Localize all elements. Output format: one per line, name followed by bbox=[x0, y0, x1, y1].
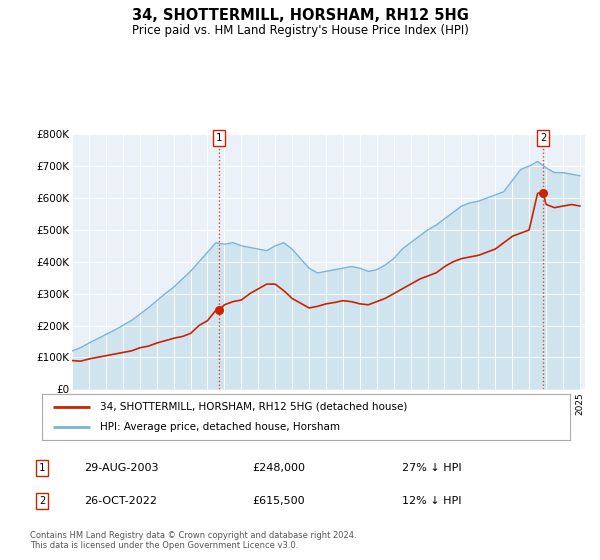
Text: 2: 2 bbox=[540, 133, 547, 143]
Text: 34, SHOTTERMILL, HORSHAM, RH12 5HG (detached house): 34, SHOTTERMILL, HORSHAM, RH12 5HG (deta… bbox=[100, 402, 407, 412]
Text: 34, SHOTTERMILL, HORSHAM, RH12 5HG: 34, SHOTTERMILL, HORSHAM, RH12 5HG bbox=[131, 8, 469, 24]
Text: 2: 2 bbox=[39, 496, 45, 506]
Text: 29-AUG-2003: 29-AUG-2003 bbox=[84, 463, 158, 473]
Text: 1: 1 bbox=[215, 133, 222, 143]
Text: 12% ↓ HPI: 12% ↓ HPI bbox=[402, 496, 461, 506]
Text: 27% ↓ HPI: 27% ↓ HPI bbox=[402, 463, 461, 473]
Text: Contains HM Land Registry data © Crown copyright and database right 2024.
This d: Contains HM Land Registry data © Crown c… bbox=[30, 530, 356, 550]
Text: Price paid vs. HM Land Registry's House Price Index (HPI): Price paid vs. HM Land Registry's House … bbox=[131, 24, 469, 36]
Text: £248,000: £248,000 bbox=[252, 463, 305, 473]
Text: £615,500: £615,500 bbox=[252, 496, 305, 506]
Text: HPI: Average price, detached house, Horsham: HPI: Average price, detached house, Hors… bbox=[100, 422, 340, 432]
Text: 26-OCT-2022: 26-OCT-2022 bbox=[84, 496, 157, 506]
Text: 1: 1 bbox=[39, 463, 45, 473]
